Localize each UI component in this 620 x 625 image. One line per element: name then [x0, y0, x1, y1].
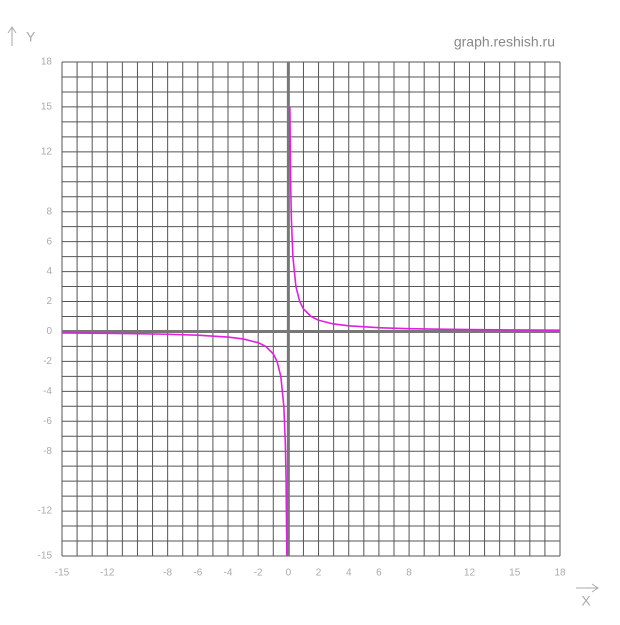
y-tick-label: 12 [41, 146, 53, 157]
x-tick-label: 12 [464, 568, 476, 579]
x-tick-label: -4 [224, 568, 233, 579]
y-arrow-head [7, 26, 17, 34]
y-tick-label: 15 [41, 102, 53, 113]
y-tick-label: -6 [43, 416, 52, 427]
y-tick-label: 18 [41, 57, 53, 68]
x-tick-label: 0 [286, 568, 292, 579]
y-tick-label: -8 [43, 446, 52, 457]
y-tick-label: 4 [46, 266, 52, 277]
x-tick-label: -15 [55, 568, 70, 579]
x-tick-label: -12 [100, 568, 115, 579]
y-axis-label: Y [26, 29, 36, 45]
y-tick-label: -15 [38, 551, 53, 562]
y-tick-label: 2 [46, 296, 52, 307]
y-tick-label: 0 [46, 326, 52, 337]
x-tick-label: 6 [376, 568, 382, 579]
x-tick-label: -2 [254, 568, 263, 579]
y-tick-label: 6 [46, 236, 52, 247]
x-tick-label: 15 [509, 568, 521, 579]
x-tick-label: 18 [554, 568, 566, 579]
x-tick-label: 4 [346, 568, 352, 579]
x-tick-label: 2 [316, 568, 322, 579]
watermark: graph.reshish.ru [454, 34, 555, 50]
x-arrow-head [591, 583, 599, 593]
x-tick-label: -8 [163, 568, 172, 579]
y-tick-label: -12 [38, 506, 53, 517]
x-tick-label: 8 [406, 568, 412, 579]
x-tick-label: -6 [193, 568, 202, 579]
y-tick-label: -4 [43, 386, 52, 397]
y-tick-label: 8 [46, 206, 52, 217]
y-tick-label: -2 [43, 356, 52, 367]
x-axis-label: X [581, 593, 591, 609]
curve [61, 106, 561, 557]
